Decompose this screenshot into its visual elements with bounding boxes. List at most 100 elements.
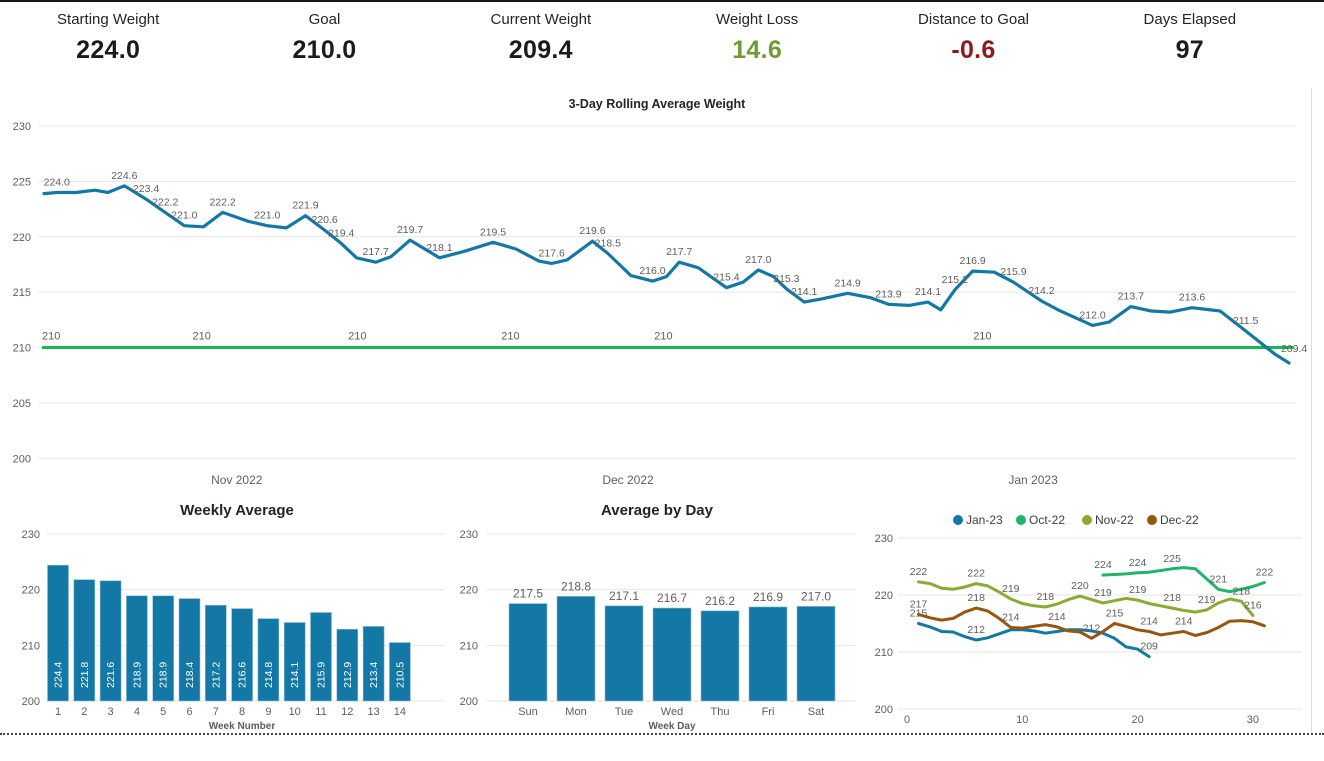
data-label: 214.1 <box>791 286 817 298</box>
y-tick-label: 200 <box>875 704 893 716</box>
x-category-label: 2 <box>81 706 87 718</box>
x-category-label: Mon <box>565 706 586 718</box>
data-label: 221.0 <box>171 210 197 222</box>
bar-value-label: 217.0 <box>801 589 831 603</box>
data-label: 217.6 <box>539 247 565 259</box>
data-label: 209 <box>1140 641 1158 653</box>
average-by-day-bar-Sat[interactable] <box>796 606 836 702</box>
weekly-average-bar-11[interactable] <box>310 612 332 702</box>
data-label: 215.9 <box>1000 266 1026 278</box>
y-tick-label: 210 <box>875 647 893 659</box>
kpi-value: 224.0 <box>76 36 141 64</box>
x-category-label: 4 <box>134 706 140 718</box>
data-label: 213.6 <box>1179 292 1205 304</box>
bar-value-label: 217.2 <box>210 662 222 688</box>
monthly-daily-chart: 230 220 210 200 0 10 20 30 215 212 209 224 224 225 221… <box>875 533 1302 726</box>
weekly-average-bar-5[interactable] <box>152 595 174 702</box>
data-label: 212 <box>967 624 985 636</box>
average-by-day-bar-Fri[interactable] <box>748 606 788 702</box>
data-label: 218 <box>1037 591 1055 603</box>
average-by-day-bar-Tue[interactable] <box>604 605 644 702</box>
x-axis-title: Week Number <box>209 721 276 732</box>
x-axis-month-label: Nov 2022 <box>211 473 263 487</box>
data-label: 212.0 <box>1079 309 1105 321</box>
data-label: 223.4 <box>133 183 159 195</box>
data-label: 216.0 <box>639 265 665 277</box>
x-category-label: 11 <box>315 706 326 718</box>
x-category-label: Thu <box>711 706 730 718</box>
kpi-starting-weight: Starting Weight 224.0 <box>0 11 216 65</box>
weekly-average-bar-8[interactable] <box>231 608 253 702</box>
data-label: 218 <box>1163 592 1181 604</box>
x-category-label: 6 <box>186 706 192 718</box>
data-label: 217.7 <box>363 246 389 258</box>
data-label: 221.0 <box>254 210 280 222</box>
legend-dot <box>1147 515 1157 525</box>
data-label: 220.6 <box>311 214 337 226</box>
kpi-label: Days Elapsed <box>1143 11 1237 28</box>
data-label: 215.2 <box>942 274 968 286</box>
data-label: 214 <box>1048 611 1066 623</box>
y-tick-label: 205 <box>13 398 31 410</box>
series-line-jan-23[interactable] <box>917 622 1151 659</box>
data-label: 219 <box>1094 587 1112 599</box>
top-border <box>0 0 1324 2</box>
y-tick-label: 230 <box>22 529 40 541</box>
legend-item-nov-22[interactable]: Nov-22 <box>1082 513 1134 527</box>
data-label: 214 <box>1140 615 1158 627</box>
x-category-label: Sat <box>808 706 825 718</box>
data-label: 214 <box>1002 611 1020 623</box>
x-category-label: Sun <box>518 706 538 718</box>
series-line-dec-22[interactable] <box>917 606 1266 640</box>
kpi-value: -0.6 <box>951 36 996 64</box>
weekly-average-bar-4[interactable] <box>126 595 148 702</box>
weekly-average-bar-7[interactable] <box>205 604 227 702</box>
x-category-label: 3 <box>108 706 114 718</box>
average-by-day-bar-Wed[interactable] <box>652 607 692 702</box>
y-tick-label: 200 <box>460 696 478 708</box>
bar-value-label: 214.8 <box>263 662 275 688</box>
average-by-day-bar-Mon[interactable] <box>556 596 596 702</box>
weekly-average-bar-13[interactable] <box>362 626 385 702</box>
legend-item-oct-22[interactable]: Oct-22 <box>1016 513 1065 527</box>
legend-item-dec-22[interactable]: Dec-22 <box>1147 513 1199 527</box>
average-by-day-chart: 230 220 210 200 Average by Day Week Day Sun 217… <box>460 502 856 732</box>
weekly-average-bar-14[interactable] <box>389 642 411 702</box>
data-label: 217.0 <box>745 254 771 266</box>
bar-value-label: 216.2 <box>705 594 735 608</box>
weekly-average-bar-10[interactable] <box>283 622 306 702</box>
weekly-average-bar-2[interactable] <box>73 579 96 702</box>
chart-title: Weekly Average <box>180 502 294 519</box>
page-break-dotted-line <box>0 733 1324 735</box>
data-label: 221 <box>1210 573 1228 585</box>
rolling-average-line[interactable] <box>42 184 1291 365</box>
y-tick-label: 210 <box>460 640 478 652</box>
weekly-average-bar-12[interactable] <box>336 628 359 702</box>
kpi-value: 14.6 <box>732 36 783 64</box>
data-label: 211.5 <box>1233 315 1259 327</box>
y-tick-label: 220 <box>13 232 31 244</box>
average-by-day-bar-Sun[interactable] <box>508 603 548 702</box>
goal-line-label: 210 <box>501 331 519 343</box>
bar-value-label: 212.9 <box>342 662 354 688</box>
weekly-average-bar-6[interactable] <box>178 598 201 702</box>
kpi-label: Current Weight <box>490 11 592 28</box>
y-tick-label: 200 <box>22 696 40 708</box>
bar-value-label: 218.4 <box>184 662 196 688</box>
data-label: 214.2 <box>1028 285 1054 297</box>
y-tick-label: 210 <box>13 343 31 355</box>
goal-line-label: 210 <box>973 331 991 343</box>
weekly-average-bar-3[interactable] <box>99 580 122 702</box>
series-line-oct-22[interactable] <box>1101 566 1266 594</box>
chart-title: 3-Day Rolling Average Weight <box>569 97 746 111</box>
average-by-day-bar-Thu[interactable] <box>700 610 740 702</box>
legend-item-jan-23[interactable]: Jan-23 <box>953 513 1003 527</box>
weekly-average-bar-1[interactable] <box>47 564 69 702</box>
data-label: 224.6 <box>111 170 137 182</box>
bar-value-label: 216.9 <box>753 590 783 604</box>
weekly-average-bar-9[interactable] <box>257 618 280 702</box>
series-line-nov-22[interactable] <box>917 580 1255 617</box>
bar-value-label: 213.4 <box>368 662 380 688</box>
bar-value-label: 218.8 <box>561 579 591 593</box>
